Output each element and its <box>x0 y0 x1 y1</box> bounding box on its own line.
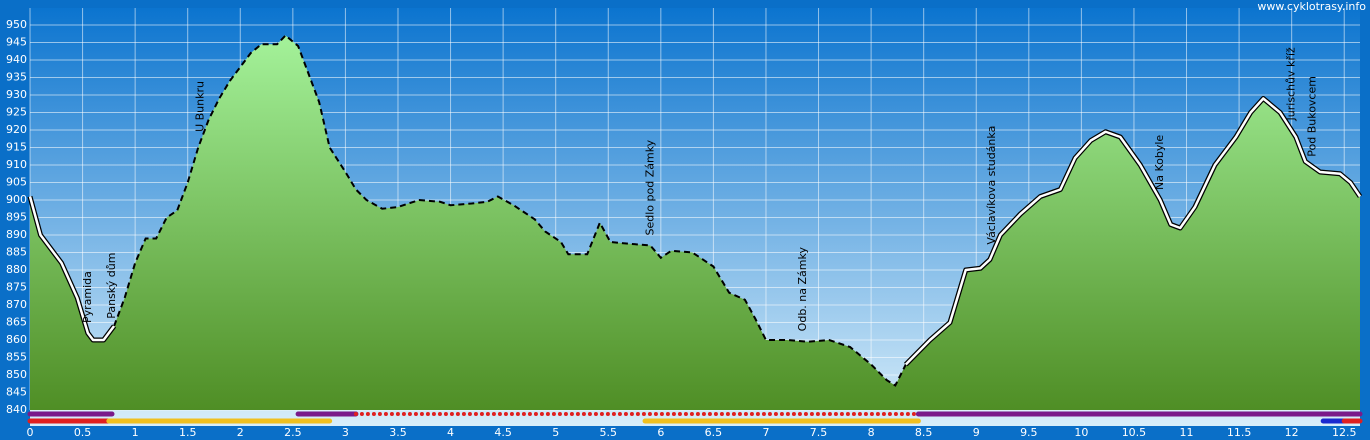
x-tick-label: 12.5 <box>1332 426 1357 439</box>
x-tick-label: 10.5 <box>1122 426 1147 439</box>
elevation-area <box>30 35 1360 410</box>
profile-line-dashed <box>113 34 907 387</box>
y-tick-label: 930 <box>6 88 27 101</box>
poi-label: Sedlo pod Zámky <box>643 139 656 235</box>
poi-label: U Bunkru <box>193 81 206 132</box>
x-tick-label: 3.5 <box>389 426 407 439</box>
poi-label: Václavíkova studánka <box>985 126 998 245</box>
y-tick-label: 910 <box>6 158 27 171</box>
poi-label: Odb. na Zámky <box>796 247 809 332</box>
y-tick-label: 850 <box>6 368 27 381</box>
y-tick-label: 875 <box>6 281 27 294</box>
x-tick-label: 11 <box>1180 426 1194 439</box>
x-tick-label: 3 <box>342 426 349 439</box>
y-tick-label: 945 <box>6 36 27 49</box>
poi-label: Pod Bukovcem <box>1306 76 1319 157</box>
y-tick-label: 845 <box>6 386 27 399</box>
x-tick-label: 2 <box>237 426 244 439</box>
y-tick-label: 895 <box>6 211 27 224</box>
x-tick-label: 8.5 <box>915 426 933 439</box>
poi-label: Pyramida <box>81 271 94 323</box>
x-tick-label: 2.5 <box>284 426 302 439</box>
y-tick-label: 950 <box>6 18 27 31</box>
x-tick-label: 6.5 <box>705 426 723 439</box>
x-tick-label: 8 <box>868 426 875 439</box>
y-tick-label: 885 <box>6 246 27 259</box>
x-tick-label: 1 <box>132 426 139 439</box>
y-tick-label: 925 <box>6 106 27 119</box>
x-tick-label: 9 <box>973 426 980 439</box>
y-tick-label: 860 <box>6 333 27 346</box>
poi-label: Jurischův kříž <box>1285 47 1298 121</box>
x-tick-label: 11.5 <box>1227 426 1252 439</box>
y-tick-label: 855 <box>6 351 27 364</box>
x-tick-label: 7 <box>762 426 769 439</box>
y-tick-label: 865 <box>6 316 27 329</box>
y-tick-label: 920 <box>6 123 27 136</box>
x-tick-label: 0 <box>27 426 34 439</box>
x-tick-label: 0.5 <box>74 426 92 439</box>
poi-label: Panský dům <box>105 253 118 319</box>
x-tick-label: 5.5 <box>600 426 618 439</box>
x-tick-label: 1.5 <box>179 426 197 439</box>
poi-label: Na Kobyle <box>1153 135 1166 190</box>
y-tick-label: 890 <box>6 228 27 241</box>
x-tick-label: 12 <box>1285 426 1299 439</box>
y-tick-label: 935 <box>6 71 27 84</box>
x-tick-label: 6 <box>657 426 664 439</box>
y-tick-label: 870 <box>6 298 27 311</box>
y-tick-label: 880 <box>6 263 27 276</box>
x-tick-label: 10 <box>1074 426 1088 439</box>
y-tick-label: 940 <box>6 53 27 66</box>
x-tick-label: 9.5 <box>1020 426 1038 439</box>
watermark: www.cyklotrasy.info <box>1257 0 1366 13</box>
y-tick-label: 900 <box>6 193 27 206</box>
x-tick-label: 4.5 <box>494 426 512 439</box>
y-tick-label: 905 <box>6 176 27 189</box>
x-tick-label: 5 <box>552 426 559 439</box>
x-tick-label: 4 <box>447 426 454 439</box>
y-tick-label: 840 <box>6 403 27 416</box>
profile-line <box>904 97 1362 366</box>
y-tick-label: 915 <box>6 141 27 154</box>
x-tick-label: 7.5 <box>810 426 828 439</box>
profile-line <box>28 196 116 342</box>
